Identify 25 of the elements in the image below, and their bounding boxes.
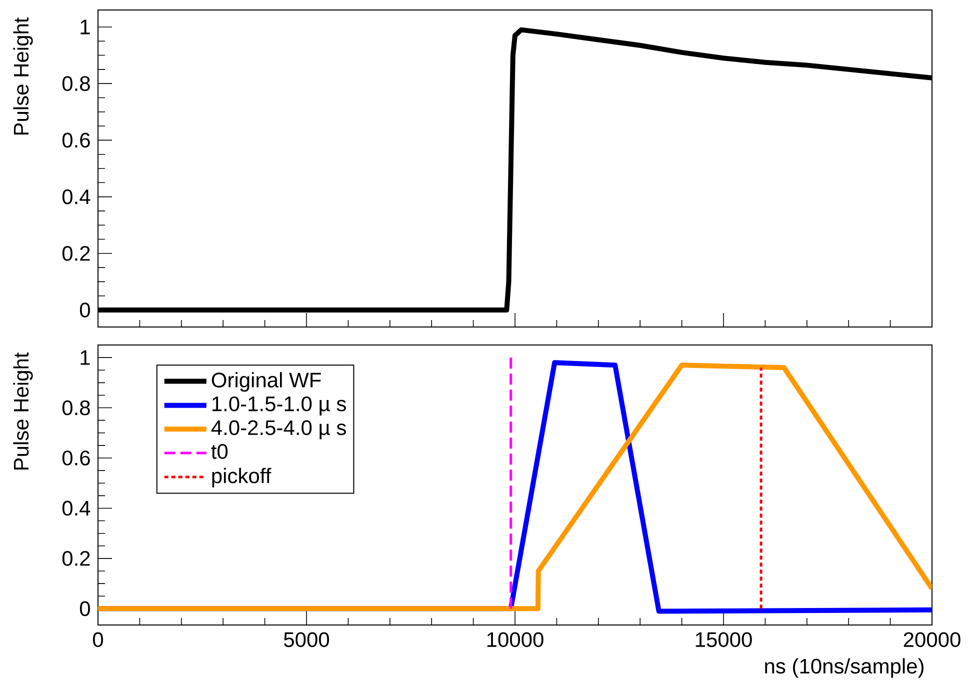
legend-label: t0 [211, 444, 228, 459]
x-tick-label: 10000 [487, 632, 544, 648]
y-tick-label: 0 [80, 302, 90, 318]
y-tick-label: 0.2 [62, 551, 90, 566]
y-tick-label: 0.8 [62, 400, 90, 416]
x-tick-label: 0 [92, 632, 104, 648]
y-axis-title: Pulse Height [13, 352, 33, 470]
y-axis-title: Pulse Height [13, 17, 33, 135]
y-tick-label: 1 [80, 20, 90, 34]
y-tick-label: 0 [80, 601, 90, 616]
y-tick-label: 0.2 [62, 246, 90, 261]
x-tick-label: 15000 [696, 632, 752, 648]
y-tick-label: 0.6 [62, 450, 90, 466]
y-tick-label: 0.8 [62, 76, 90, 92]
x-axis-title: ns (10ns/sample) [765, 658, 924, 678]
y-tick-label: 0.4 [62, 500, 90, 516]
legend-label: pickoff [212, 468, 272, 488]
x-tick-label: 20000 [904, 632, 960, 648]
y-tick-label: 0.6 [62, 132, 90, 148]
y-tick-label: 1 [80, 350, 90, 365]
y-tick-label: 0.4 [62, 189, 90, 204]
legend-label: Original WF [212, 372, 321, 392]
legend-label: 1.0-1.5-1.0 µ s [212, 396, 346, 416]
legend-label: 4.0-2.5-4.0 µ s [211, 420, 346, 440]
x-tick-label: 5000 [284, 632, 330, 648]
